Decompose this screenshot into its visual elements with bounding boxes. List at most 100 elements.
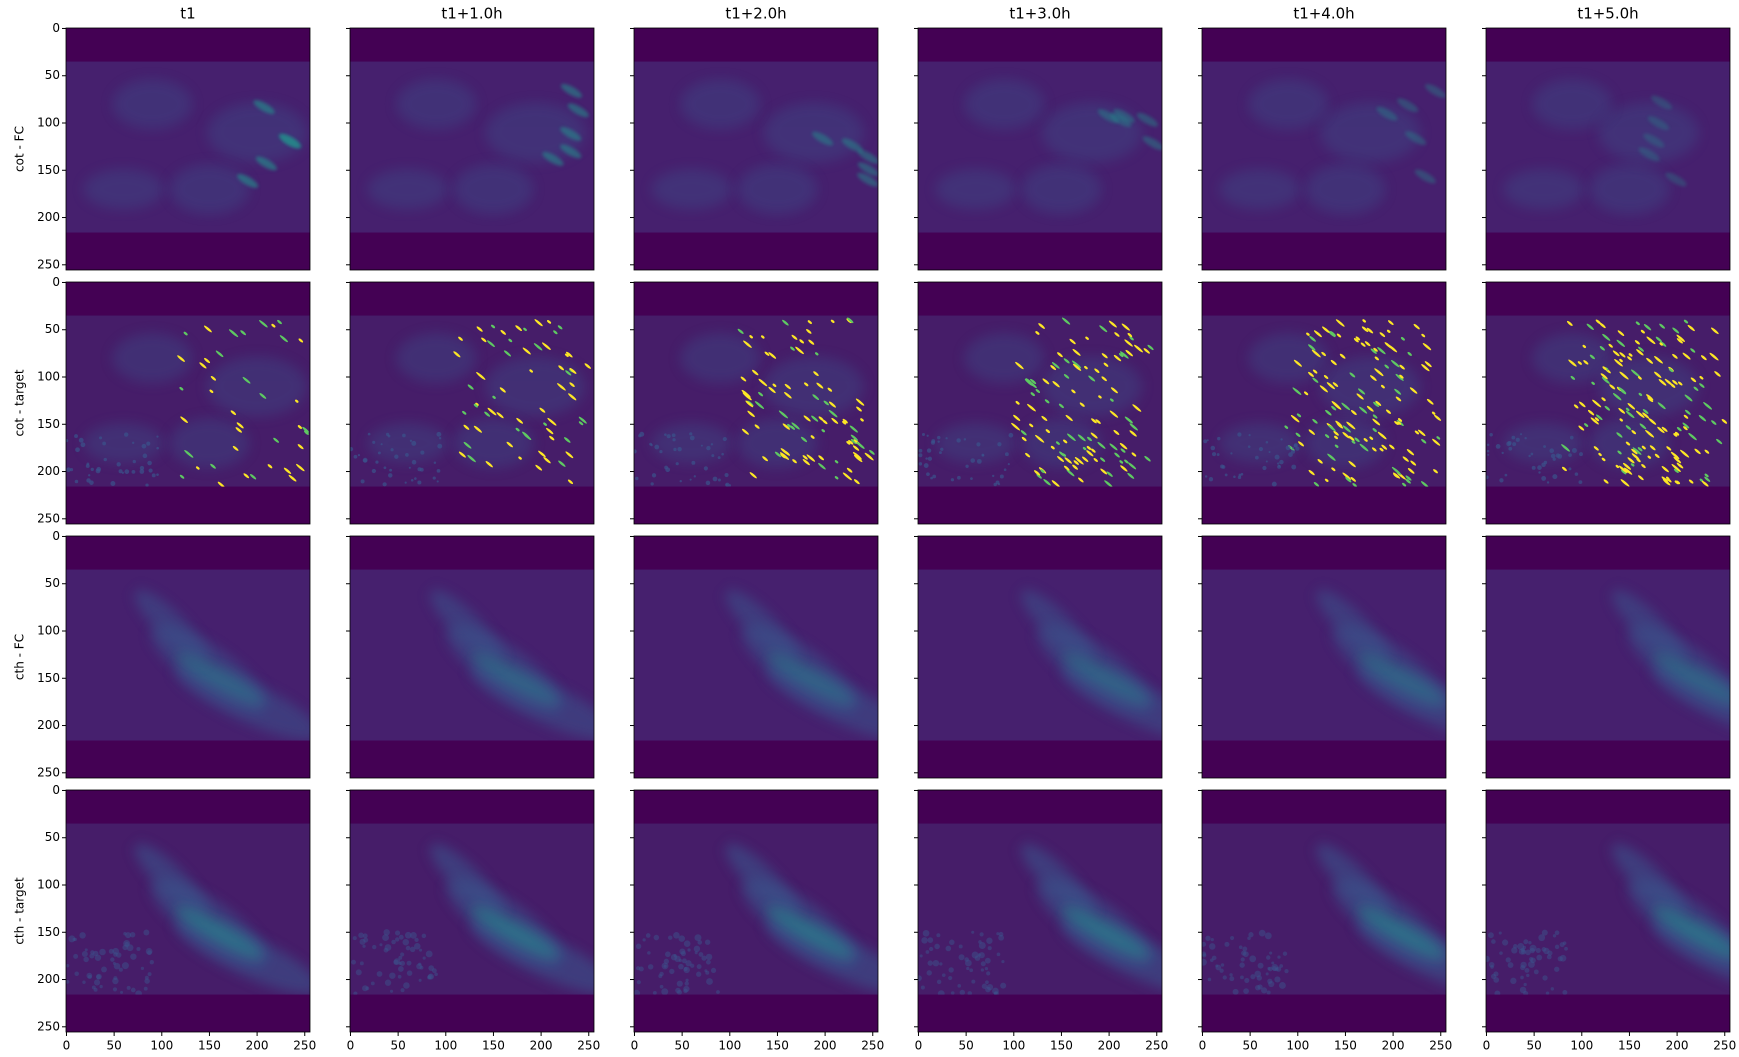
texture <box>1571 448 1577 454</box>
texture <box>74 971 79 977</box>
bright-cell <box>1051 362 1060 369</box>
texture <box>921 432 926 437</box>
texture <box>1493 971 1499 977</box>
image-content <box>634 823 878 995</box>
bright-cell <box>846 441 851 445</box>
bright-cell <box>1066 433 1076 442</box>
texture <box>389 468 393 472</box>
bright-cell <box>1617 450 1622 455</box>
texture <box>1265 460 1268 463</box>
texture <box>358 932 364 939</box>
texture <box>1230 935 1235 941</box>
bright-cell <box>1134 344 1144 353</box>
bright-cell <box>1583 360 1589 365</box>
bright-cell <box>1323 375 1329 379</box>
texture <box>156 435 159 438</box>
texture <box>139 465 145 471</box>
texture <box>156 446 159 450</box>
texture <box>676 980 683 987</box>
bright-cell <box>1335 420 1343 427</box>
texture <box>998 934 1005 941</box>
bright-cell <box>850 438 857 444</box>
texture <box>945 437 948 440</box>
bright-cell <box>549 435 555 441</box>
x-tick-label: 200 <box>530 1039 553 1053</box>
panel-frame <box>1485 281 1731 525</box>
texture <box>1247 936 1251 940</box>
x-tick-label: 200 <box>246 1039 269 1053</box>
bright-cell <box>1326 382 1336 390</box>
bright-cell <box>288 474 297 482</box>
bright-cell <box>303 430 309 435</box>
bright-cell <box>476 371 486 380</box>
image-panel <box>350 282 594 524</box>
bright-cell <box>834 476 839 480</box>
bright-cell <box>565 351 573 358</box>
bright-cell <box>1621 469 1627 475</box>
texture <box>148 468 153 473</box>
texture <box>663 958 669 964</box>
bright-cell <box>1114 452 1120 458</box>
bright-cell <box>1355 336 1361 341</box>
image-content <box>634 569 878 741</box>
texture <box>634 449 637 454</box>
bright-cell <box>1608 343 1613 348</box>
texture <box>1224 473 1228 477</box>
texture <box>1268 450 1271 454</box>
bright-cell <box>179 386 184 391</box>
texture <box>921 937 928 944</box>
bright-cell <box>784 391 792 399</box>
texture <box>1210 958 1214 962</box>
bright-cell <box>1433 469 1438 474</box>
texture <box>966 966 970 971</box>
x-tick-label: 150 <box>1618 1039 1641 1053</box>
bright-cell <box>1561 444 1570 452</box>
texture <box>405 945 411 951</box>
bright-cell <box>1432 438 1441 446</box>
texture <box>73 953 79 959</box>
texture <box>635 476 639 481</box>
cloud-region <box>964 79 1045 130</box>
texture <box>986 937 993 944</box>
bright-cell <box>1406 449 1415 456</box>
x-tick-label: 100 <box>1286 1039 1309 1053</box>
cloud-core <box>1665 172 1687 187</box>
bright-cell <box>1072 464 1079 470</box>
cloud-region <box>430 843 504 917</box>
bright-cell <box>1647 397 1654 403</box>
bright-cell <box>816 382 824 389</box>
texture <box>930 476 933 480</box>
texture <box>151 473 156 478</box>
cloud-region <box>1219 423 1300 464</box>
bright-cell <box>1704 473 1709 478</box>
bright-cell <box>1710 327 1719 335</box>
bright-cell <box>1683 414 1689 419</box>
bright-cell <box>1684 394 1693 402</box>
bright-cell <box>1688 479 1694 484</box>
bright-cell <box>215 350 224 358</box>
texture <box>1528 941 1532 945</box>
texture <box>1495 444 1501 449</box>
bright-cell <box>821 429 826 433</box>
bright-cell <box>298 338 304 343</box>
texture <box>663 964 667 968</box>
bright-cell <box>539 407 546 413</box>
bright-cell <box>1630 463 1635 467</box>
bright-cell <box>1147 344 1154 351</box>
bright-cell <box>1391 466 1402 475</box>
texture <box>1210 445 1216 451</box>
bright-cell <box>1664 378 1673 386</box>
bright-cell <box>1627 402 1636 410</box>
bright-cell <box>1042 378 1050 385</box>
bright-cell <box>1666 477 1672 483</box>
bright-cell <box>515 325 522 332</box>
bright-cell <box>1308 344 1316 351</box>
texture <box>1550 987 1554 991</box>
texture <box>143 986 148 991</box>
bright-cell <box>1714 371 1721 377</box>
bright-cell <box>1120 448 1126 453</box>
bright-cell <box>1021 436 1027 442</box>
texture <box>1515 437 1520 442</box>
cloud-region <box>737 418 818 469</box>
texture <box>118 967 123 972</box>
